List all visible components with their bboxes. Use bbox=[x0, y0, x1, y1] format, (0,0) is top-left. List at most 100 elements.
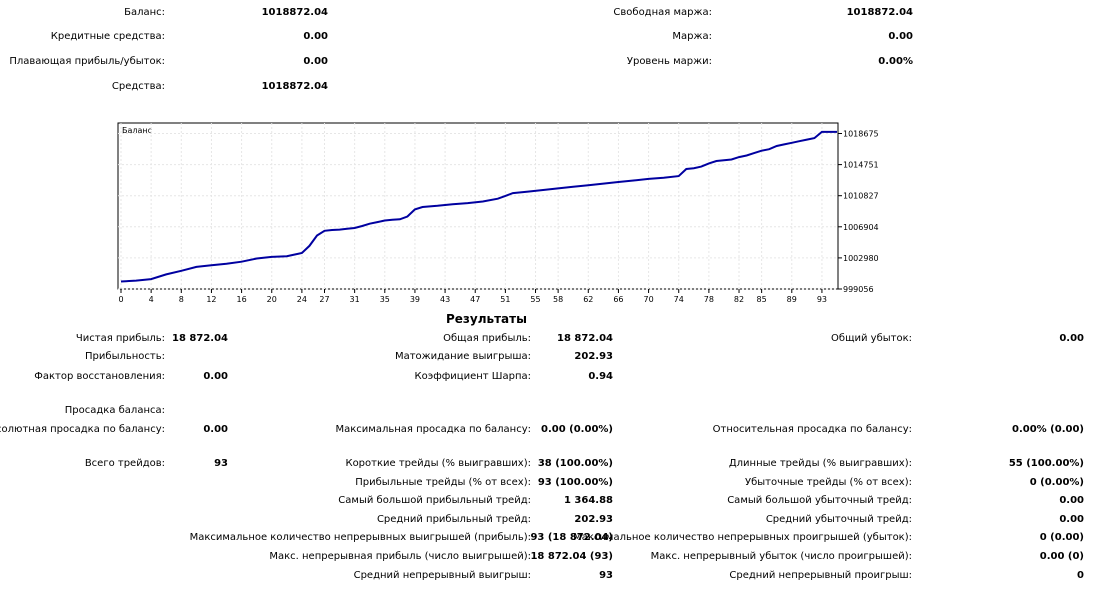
sharpe-value: 0.94 bbox=[588, 371, 613, 382]
balance-chart: Баланс 0 4 8 12 16 20 24 27 31 35 39 43 47 51 55 58 62 66… bbox=[117, 122, 879, 304]
gross-profit-value: 18 872.04 bbox=[557, 333, 613, 344]
max-cons-profit-label: Макс. непрерывная прибыль (число выигрыш… bbox=[269, 551, 531, 562]
total-trades-label: Всего трейдов: bbox=[84, 458, 165, 469]
max-cons-loss-label: Макс. непрерывный убыток (число проигрыш… bbox=[650, 551, 912, 562]
y-tick-label: 1018675 bbox=[843, 130, 879, 139]
x-tick-label: 55 bbox=[530, 295, 540, 304]
largest-loss-value: 0.00 bbox=[1059, 495, 1084, 506]
long-trades-value: 55 (100.00%) bbox=[1008, 458, 1084, 469]
loss-trades-label: Убыточные трейды (% от всех): bbox=[744, 477, 912, 488]
max-drawdown-value: 0.00 (0.00%) bbox=[541, 424, 613, 435]
x-tick-label: 12 bbox=[206, 295, 216, 304]
avg-cons-wins-value: 93 bbox=[599, 570, 613, 581]
rel-drawdown-label: Относительная просадка по балансу: bbox=[712, 424, 912, 435]
avg-profit-label: Средний прибыльный трейд: bbox=[376, 514, 531, 525]
x-tick-label: 70 bbox=[643, 295, 653, 304]
max-cons-profit-value: 18 872.04 (93) bbox=[530, 551, 613, 562]
max-cons-loss-value: 0.00 (0) bbox=[1039, 551, 1084, 562]
recovery-factor-value: 0.00 bbox=[203, 371, 228, 382]
x-tick-label: 16 bbox=[236, 295, 246, 304]
x-tick-label: 62 bbox=[583, 295, 593, 304]
credit-label: Кредитные средства: bbox=[50, 31, 165, 42]
x-tick-label: 58 bbox=[553, 295, 563, 304]
total-trades-value: 93 bbox=[214, 458, 228, 469]
y-tick-label: 1010827 bbox=[843, 192, 879, 201]
x-tick-label: 43 bbox=[440, 295, 450, 304]
short-trades-label: Короткие трейды (% выигравших): bbox=[345, 458, 531, 469]
avg-loss-value: 0.00 bbox=[1059, 514, 1084, 525]
chart-title: Баланс bbox=[122, 126, 152, 135]
credit-value: 0.00 bbox=[303, 31, 328, 42]
max-drawdown-label: Максимальная просадка по балансу: bbox=[335, 424, 531, 435]
balance-label: Баланс: bbox=[124, 7, 165, 18]
x-tick-label: 74 bbox=[674, 295, 684, 304]
gross-loss-label: Общий убыток: bbox=[831, 333, 912, 344]
gross-profit-label: Общая прибыль: bbox=[443, 333, 531, 344]
gross-loss-value: 0.00 bbox=[1059, 333, 1084, 344]
margin-label: Маржа: bbox=[672, 31, 712, 42]
net-profit-value: 18 872.04 bbox=[172, 333, 228, 344]
chart-y-axis: 1018675 1014751 1010827 1006904 1002980 99905… bbox=[838, 130, 879, 294]
net-profit-label: Чистая прибыль: bbox=[75, 333, 165, 344]
y-tick-label: 1014751 bbox=[843, 161, 879, 170]
y-tick-label: 1006904 bbox=[843, 223, 879, 232]
x-tick-label: 0 bbox=[118, 295, 123, 304]
largest-profit-value: 1 364.88 bbox=[563, 495, 613, 506]
profit-trades-value: 93 (100.00%) bbox=[537, 477, 613, 488]
x-tick-label: 51 bbox=[500, 295, 510, 304]
avg-cons-wins-label: Средний непрерывный выигрыш: bbox=[353, 570, 531, 581]
abs-drawdown-value: 0.00 bbox=[203, 424, 228, 435]
avg-loss-label: Средний убыточный трейд: bbox=[765, 514, 912, 525]
x-tick-label: 4 bbox=[149, 295, 154, 304]
largest-loss-label: Самый большой убыточный трейд: bbox=[727, 495, 912, 506]
free-margin-label: Свободная маржа: bbox=[613, 7, 712, 18]
floating-label: Плавающая прибыль/убыток: bbox=[9, 56, 165, 67]
x-tick-label: 82 bbox=[734, 295, 744, 304]
x-tick-label: 8 bbox=[179, 295, 184, 304]
margin-value: 0.00 bbox=[888, 31, 913, 42]
margin-level-label: Уровень маржи: bbox=[626, 56, 712, 67]
max-cons-losses-label: Максимальное количество непрерывных прои… bbox=[573, 532, 912, 543]
balance-value: 1018872.04 bbox=[261, 7, 328, 18]
rel-drawdown-value: 0.00% (0.00) bbox=[1012, 424, 1084, 435]
x-tick-label: 47 bbox=[470, 295, 480, 304]
loss-trades-value: 0 (0.00%) bbox=[1029, 477, 1084, 488]
x-tick-label: 39 bbox=[410, 295, 420, 304]
floating-value: 0.00 bbox=[303, 56, 328, 67]
short-trades-value: 38 (100.00%) bbox=[537, 458, 613, 469]
long-trades-label: Длинные трейды (% выигравших): bbox=[728, 458, 912, 469]
results-title: Результаты bbox=[446, 312, 527, 326]
margin-level-value: 0.00% bbox=[878, 56, 913, 67]
y-tick-label: 1002980 bbox=[843, 254, 879, 263]
profit-trades-label: Прибыльные трейды (% от всех): bbox=[355, 477, 531, 488]
x-tick-label: 89 bbox=[787, 295, 797, 304]
profitability-label: Прибыльность: bbox=[85, 351, 165, 362]
drawdown-title: Просадка баланса: bbox=[64, 405, 165, 416]
avg-cons-losses-label: Средний непрерывный проигрыш: bbox=[729, 570, 912, 581]
expected-payoff-value: 202.93 bbox=[574, 351, 613, 362]
chart-x-axis: 0 4 8 12 16 20 24 27 31 35 39 43 47 51 55 58 62 66 70 74 78 8… bbox=[118, 289, 827, 304]
free-margin-value: 1018872.04 bbox=[846, 7, 913, 18]
x-tick-label: 85 bbox=[757, 295, 767, 304]
equity-label: Средства: bbox=[111, 81, 165, 92]
sharpe-label: Коэффициент Шарпа: bbox=[414, 371, 531, 382]
abs-drawdown-label: Абсолютная просадка по балансу: bbox=[0, 424, 165, 435]
x-tick-label: 78 bbox=[704, 295, 714, 304]
largest-profit-label: Самый большой прибыльный трейд: bbox=[338, 495, 531, 506]
equity-value: 1018872.04 bbox=[261, 81, 328, 92]
balance-series-line bbox=[120, 130, 837, 283]
max-cons-wins-label: Максимальное количество непрерывных выиг… bbox=[189, 532, 531, 543]
x-tick-label: 35 bbox=[380, 295, 390, 304]
recovery-factor-label: Фактор восстановления: bbox=[34, 371, 165, 382]
avg-profit-value: 202.93 bbox=[574, 514, 613, 525]
x-tick-label: 31 bbox=[350, 295, 360, 304]
avg-cons-losses-value: 0 bbox=[1077, 570, 1084, 581]
max-cons-wins-value: 93 (18 872.04) bbox=[530, 532, 613, 543]
expected-payoff-label: Матожидание выигрыша: bbox=[394, 351, 531, 362]
chart-grid bbox=[118, 123, 838, 290]
x-tick-label: 66 bbox=[613, 295, 623, 304]
y-tick-label: 999056 bbox=[843, 285, 874, 294]
max-cons-losses-value: 0 (0.00) bbox=[1039, 532, 1084, 543]
x-tick-label: 20 bbox=[267, 295, 277, 304]
x-tick-label: 27 bbox=[319, 295, 329, 304]
